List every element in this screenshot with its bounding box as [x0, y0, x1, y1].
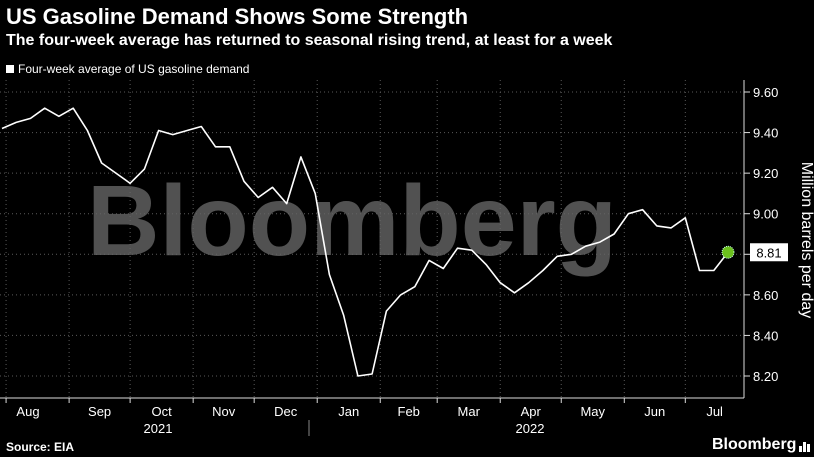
chart-marks: 8.81 [721, 243, 788, 262]
y-axis-label: Million barrels per day [798, 161, 814, 319]
y-tick-label: 9.00 [753, 207, 778, 222]
x-tick-label: Jul [706, 404, 723, 419]
legend-label: Four-week average of US gasoline demand [18, 62, 250, 76]
x-tick-label: Apr [521, 404, 542, 419]
last-value-box [750, 243, 788, 262]
chart-subtitle: The four-week average has returned to se… [6, 32, 613, 49]
x-tick-label: Oct [152, 404, 173, 419]
gridlines [0, 80, 744, 398]
y-tick-label: 8.60 [753, 288, 778, 303]
watermark-logo: Bloomberg [87, 165, 617, 277]
y-tick-label: 9.20 [753, 166, 778, 181]
year-label: 2021 [144, 421, 173, 436]
brand-logo: Bloomberg [712, 436, 797, 453]
x-tick-label: Jan [338, 404, 359, 419]
chart-title: US Gasoline Demand Shows Some Strength [6, 4, 469, 29]
y-tick-label: 8.40 [753, 328, 778, 343]
legend-swatch [6, 65, 14, 73]
series-line-gasoline-demand [1, 107, 729, 377]
last-value-label: 8.81 [756, 245, 781, 260]
x-tick-label: Jun [644, 404, 665, 419]
bar-chart-icon [799, 442, 810, 452]
year-label: 2022 [516, 421, 545, 436]
x-tick-label: Dec [274, 404, 298, 419]
x-tick-label: Aug [16, 404, 39, 419]
y-tick-label: 9.40 [753, 126, 778, 141]
x-tick-label: Feb [398, 404, 420, 419]
last-point-marker [721, 245, 735, 259]
x-tick-label: Mar [458, 404, 481, 419]
x-tick-label: Sep [88, 404, 111, 419]
x-tick-label: Nov [212, 404, 236, 419]
y-tick-label: 8.20 [753, 369, 778, 384]
y-tick-label: 9.60 [753, 85, 778, 100]
source-note: Source: EIA [6, 440, 75, 454]
legend: Four-week average of US gasoline demand [6, 62, 249, 76]
x-tick-label: May [580, 404, 605, 419]
